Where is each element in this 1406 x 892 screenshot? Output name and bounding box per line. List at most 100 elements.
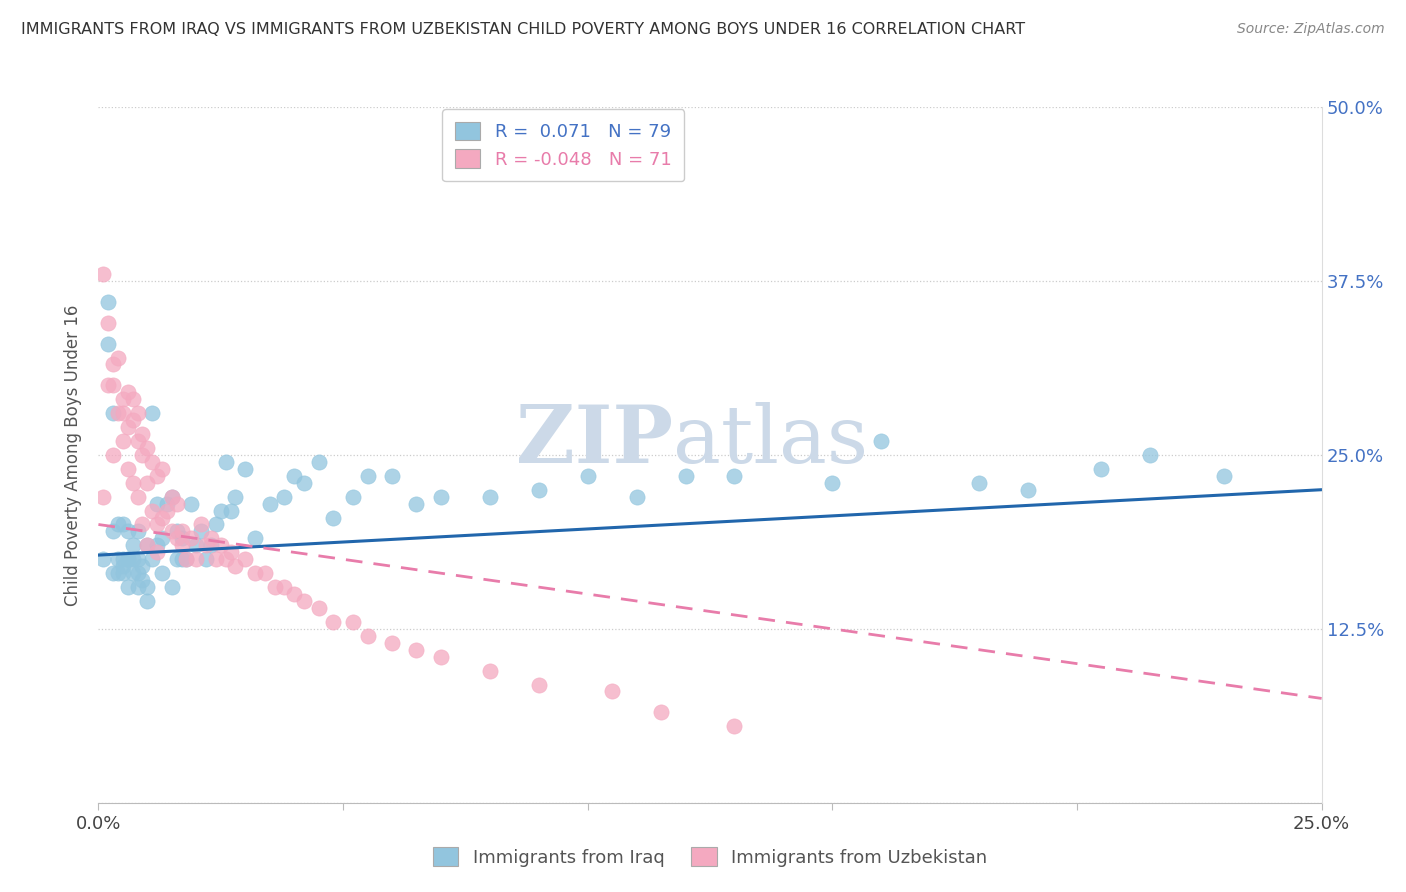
Point [576,468,599,483]
Point [146,497,169,511]
Point [91,490,114,504]
Point [156,497,179,511]
Point [136,441,159,455]
Point [131,559,153,574]
Point [160,580,183,594]
Point [342,490,364,504]
Point [723,468,745,483]
Point [186,552,208,566]
Point [176,552,198,566]
Point [200,532,222,546]
Point [209,503,232,517]
Point [136,538,159,552]
Point [111,552,134,566]
Point [186,538,208,552]
Point [150,532,173,546]
Point [1090,462,1112,476]
Point [170,532,193,546]
Point [141,503,163,517]
Point [405,642,427,657]
Point [180,497,202,511]
Point [127,566,149,581]
Text: ZIP: ZIP [516,402,673,480]
Point [107,552,129,566]
Point [200,538,222,552]
Point [273,490,295,504]
Point [166,552,188,566]
Point [259,497,281,511]
Text: IMMIGRANTS FROM IRAQ VS IMMIGRANTS FROM UZBEKISTAN CHILD POVERTY AMONG BOYS UNDE: IMMIGRANTS FROM IRAQ VS IMMIGRANTS FROM … [21,22,1025,37]
Point [141,455,163,469]
Point [136,594,159,608]
Point [97,294,120,309]
Point [405,497,427,511]
Point [233,552,256,566]
Point [214,552,236,566]
Point [107,351,129,365]
Point [97,378,120,392]
Point [626,490,648,504]
Point [478,664,501,678]
Point [478,490,501,504]
Point [117,552,139,566]
Point [205,517,228,532]
Point [821,475,844,490]
Point [111,559,134,574]
Point [292,475,315,490]
Point [107,406,129,420]
Point [205,552,228,566]
Point [107,517,129,532]
Point [160,490,183,504]
Point [170,524,193,539]
Point [136,538,159,552]
Point [356,629,378,643]
Point [117,524,139,539]
Point [150,566,173,581]
Point [101,448,124,462]
Text: Source: ZipAtlas.com: Source: ZipAtlas.com [1237,22,1385,37]
Point [170,552,193,566]
Point [127,490,149,504]
Point [117,462,139,476]
Point [209,538,232,552]
Point [243,566,266,581]
Point [292,594,315,608]
Point [101,566,124,581]
Point [146,468,169,483]
Point [870,434,893,448]
Point [170,538,193,552]
Point [160,490,183,504]
Point [1139,448,1161,462]
Point [180,532,202,546]
Point [121,538,143,552]
Point [131,573,153,587]
Point [101,378,124,392]
Point [190,517,212,532]
Point [131,448,153,462]
Point [146,517,169,532]
Point [97,316,120,330]
Point [107,566,129,581]
Point [160,524,183,539]
Point [111,434,134,448]
Text: atlas: atlas [673,402,869,480]
Point [166,532,188,546]
Point [117,552,139,566]
Point [101,524,124,539]
Point [190,524,212,539]
Point [195,538,218,552]
Legend: Immigrants from Iraq, Immigrants from Uzbekistan: Immigrants from Iraq, Immigrants from Uz… [426,840,994,874]
Point [117,420,139,434]
Point [150,510,173,524]
Point [111,406,134,420]
Point [97,336,120,351]
Point [527,483,550,497]
Point [1212,468,1234,483]
Point [356,468,378,483]
Point [176,552,198,566]
Point [127,524,149,539]
Point [141,406,163,420]
Point [121,413,143,427]
Point [675,468,697,483]
Point [131,427,153,442]
